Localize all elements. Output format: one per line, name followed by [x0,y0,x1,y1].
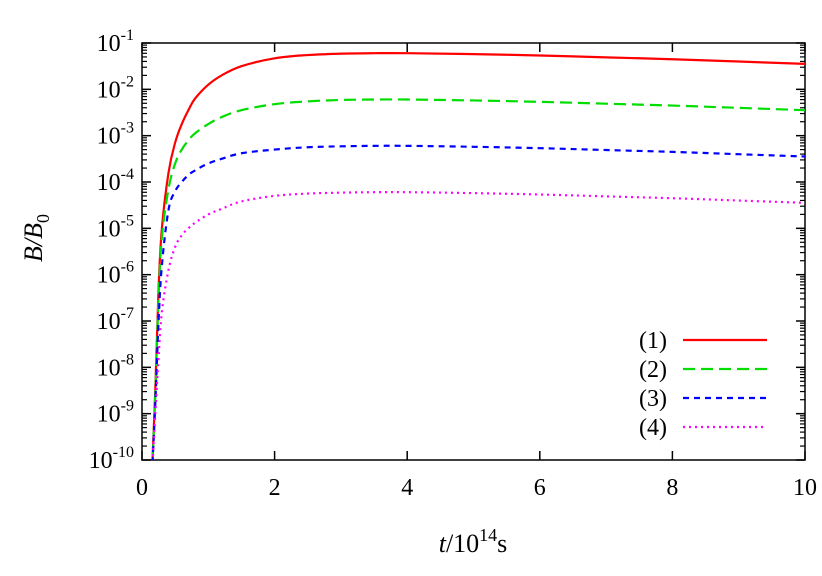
series-line-1 [151,51,805,460]
y-tick-label: 10-4 [97,166,134,196]
series-line-4 [151,190,805,460]
y-tick-exponent: -5 [121,212,134,229]
y-tick-exponent: -7 [121,305,134,322]
y-tick-exponent: -3 [121,120,134,137]
y-tick-exponent: -9 [121,398,134,415]
y-tick-base: 10 [97,124,121,150]
x-tick-label: 8 [666,475,678,501]
x-axis-label: t/1014s [439,525,508,558]
y-tick-exponent: -8 [121,351,134,368]
y-tick-label: 10-6 [97,259,134,289]
y-tick-exponent: -4 [121,166,134,183]
y-tick-base: 10 [97,31,121,57]
y-axis-label-main: B [19,246,48,262]
y-axis-label-mid: /B [19,223,48,248]
x-axis-label-main: t [439,529,447,558]
y-tick-label: 10-8 [97,351,134,381]
x-axis-label-mid: /10 [446,529,479,558]
axes-layer: 0 2 4 6 8 1010-110-210-310-410-510-610-710-81… [89,27,817,501]
y-axis-label-sub: 0 [33,214,53,223]
x-tick-label: 0 [136,475,148,501]
x-tick-label: 2 [269,475,281,501]
y-tick-base: 10 [97,216,121,242]
legend: (1) (2) (3) (4) [639,328,767,441]
y-tick-base: 10 [89,448,113,474]
y-tick-label: 10-2 [97,73,134,103]
x-axis-label-tail: s [497,529,507,558]
series-layer [151,51,805,460]
legend-label-3: (3) [639,386,667,412]
x-tick-label: 4 [401,475,413,501]
legend-label-1: (1) [639,328,667,354]
series-line-3 [151,144,805,460]
x-axis-label-sup: 14 [479,525,497,545]
x-tick-label: 6 [534,475,546,501]
y-tick-base: 10 [97,263,121,289]
legend-label-4: (4) [639,415,667,441]
y-tick-label: 10-10 [89,444,134,474]
y-tick-base: 10 [97,170,121,196]
y-tick-label: 10-7 [97,305,134,335]
series-clip-group [151,51,805,460]
y-tick-base: 10 [97,402,121,428]
y-axis-label: B/B0 [19,214,53,262]
y-tick-base: 10 [97,355,121,381]
y-tick-exponent: -10 [113,444,134,461]
x-tick-label: 10 [793,475,817,501]
y-tick-label: 10-3 [97,120,134,150]
series-line-2 [151,98,805,460]
y-tick-exponent: -1 [121,27,134,44]
axis-labels: t/1014s B/B0 [19,214,507,558]
y-tick-label: 10-5 [97,212,134,242]
legend-label-2: (2) [639,357,667,383]
y-tick-base: 10 [97,309,121,335]
y-tick-exponent: -2 [121,73,134,90]
y-tick-label: 10-1 [97,27,134,57]
y-tick-label: 10-9 [97,398,134,428]
plot-frame [141,42,806,461]
y-tick-base: 10 [97,77,121,103]
y-tick-exponent: -6 [121,259,134,276]
